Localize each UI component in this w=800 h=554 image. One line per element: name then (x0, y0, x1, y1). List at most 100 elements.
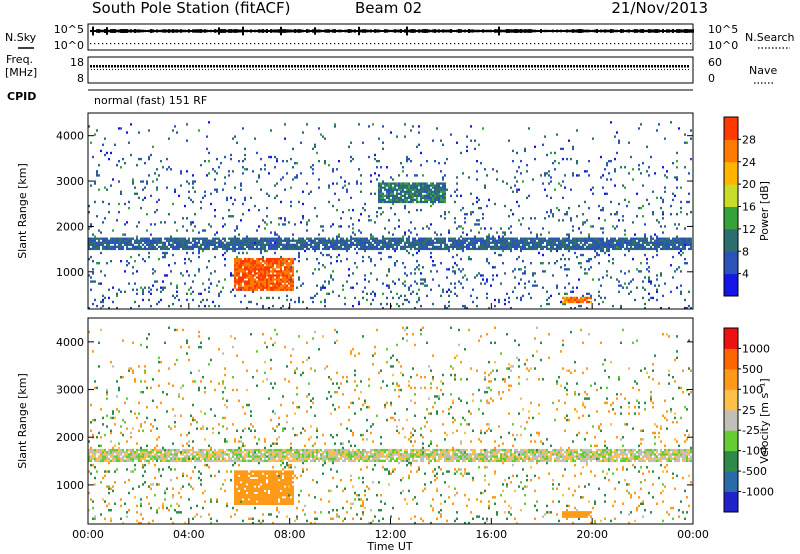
nsearch-trace-mark (450, 43, 452, 45)
heatmap-cell (140, 245, 142, 249)
nave-trace-mark (352, 69, 353, 70)
nave-trace-mark (427, 69, 428, 70)
heatmap-cell (192, 247, 194, 251)
nave-trace-mark (649, 69, 650, 70)
heatmap-cell (562, 239, 564, 242)
heatmap-cell (380, 198, 382, 202)
heatmap-cell (88, 204, 90, 208)
heatmap-cell (230, 243, 232, 247)
heatmap-cell (342, 186, 344, 189)
heatmap-cell (564, 286, 566, 289)
heatmap-cell (440, 294, 442, 298)
heatmap-cell (470, 241, 472, 244)
heatmap-cell (456, 294, 458, 298)
heatmap-cell (300, 141, 302, 144)
heatmap-cell (132, 272, 134, 275)
freq-trace-mark (483, 65, 485, 68)
heatmap-cell (436, 196, 438, 200)
heatmap-cell (382, 194, 384, 198)
heatmap-cell (98, 247, 100, 251)
heatmap-cell (274, 282, 276, 285)
nave-trace-mark (631, 69, 632, 70)
heatmap-cell (348, 145, 350, 149)
nave-trace-mark (493, 69, 494, 70)
heatmap-cell (648, 166, 650, 169)
heatmap-cell (384, 186, 386, 189)
heatmap-cell (92, 506, 94, 510)
heatmap-cell (466, 243, 468, 247)
heatmap-cell (402, 282, 404, 285)
heatmap-cell (364, 237, 366, 240)
nave-trace-mark (463, 69, 464, 70)
heatmap-cell (380, 182, 382, 185)
heatmap-cell (524, 149, 526, 153)
heatmap-cell (444, 306, 446, 310)
heatmap-cell (250, 280, 252, 283)
nsky-trace-mark (374, 29, 376, 33)
heatmap-cell (492, 247, 494, 251)
heatmap-cell (546, 241, 548, 244)
heatmap-cell (208, 159, 210, 163)
heatmap-cell (288, 257, 290, 261)
heatmap-cell (602, 231, 604, 234)
nsky-trace-mark (180, 29, 182, 33)
heatmap-cell (268, 260, 270, 263)
heatmap-cell (290, 239, 292, 242)
heatmap-cell (386, 296, 388, 300)
heatmap-cell (248, 270, 250, 273)
heatmap-cell (532, 272, 534, 275)
nsky-trace-mark (502, 29, 504, 33)
heatmap-cell (404, 135, 406, 138)
heatmap-cell (572, 300, 574, 304)
heatmap-cell (604, 168, 606, 171)
heatmap-cell (642, 296, 644, 300)
heatmap-cell (678, 237, 680, 240)
heatmap-cell (156, 247, 158, 251)
heatmap-cell (406, 298, 408, 302)
heatmap-cell (270, 245, 272, 249)
heatmap-cell (326, 243, 328, 247)
heatmap-cell (300, 237, 302, 240)
nsky-trace-mark (380, 29, 382, 33)
heatmap-cell (678, 247, 680, 251)
heatmap-cell (462, 268, 464, 271)
heatmap-cell (88, 274, 90, 277)
heatmap-cell (396, 292, 398, 296)
heatmap-cell (180, 241, 182, 244)
heatmap-cell (282, 276, 284, 279)
heatmap-cell (488, 245, 490, 249)
heatmap-cell (238, 272, 240, 275)
nsearch-trace-mark (186, 43, 188, 45)
freq-trace-mark (525, 65, 527, 68)
heatmap-cell (330, 274, 332, 277)
heatmap-cell (112, 229, 114, 232)
heatmap-cell (344, 243, 346, 247)
nsearch-trace-mark (110, 43, 112, 45)
nsky-trace-mark (302, 29, 304, 33)
heatmap-cell (276, 274, 278, 277)
heatmap-cell (574, 296, 576, 300)
nsky-trace-mark (378, 29, 380, 33)
heatmap-cell (246, 257, 248, 261)
heatmap-cell (402, 190, 404, 193)
heatmap-cell (422, 247, 424, 251)
heatmap-cell (162, 245, 164, 249)
nsky-trace-mark (90, 29, 92, 33)
heatmap-cell (174, 239, 176, 242)
heatmap-cell (404, 298, 406, 302)
nave-trace-mark (688, 69, 689, 70)
nsky-trace-mark (516, 29, 518, 33)
heatmap-cell (232, 202, 234, 206)
heatmap-cell (242, 239, 244, 242)
heatmap-cell (216, 157, 218, 161)
heatmap-cell (182, 274, 184, 277)
heatmap-cell (244, 239, 246, 242)
heatmap-cell (498, 235, 500, 238)
heatmap-cell (408, 188, 410, 191)
nsky-trace-mark (114, 29, 116, 33)
heatmap-cell (402, 247, 404, 251)
heatmap-cell (656, 278, 658, 281)
heatmap-cell (432, 198, 434, 202)
nsky-trace-mark (690, 29, 692, 33)
heatmap-cell (408, 237, 410, 240)
